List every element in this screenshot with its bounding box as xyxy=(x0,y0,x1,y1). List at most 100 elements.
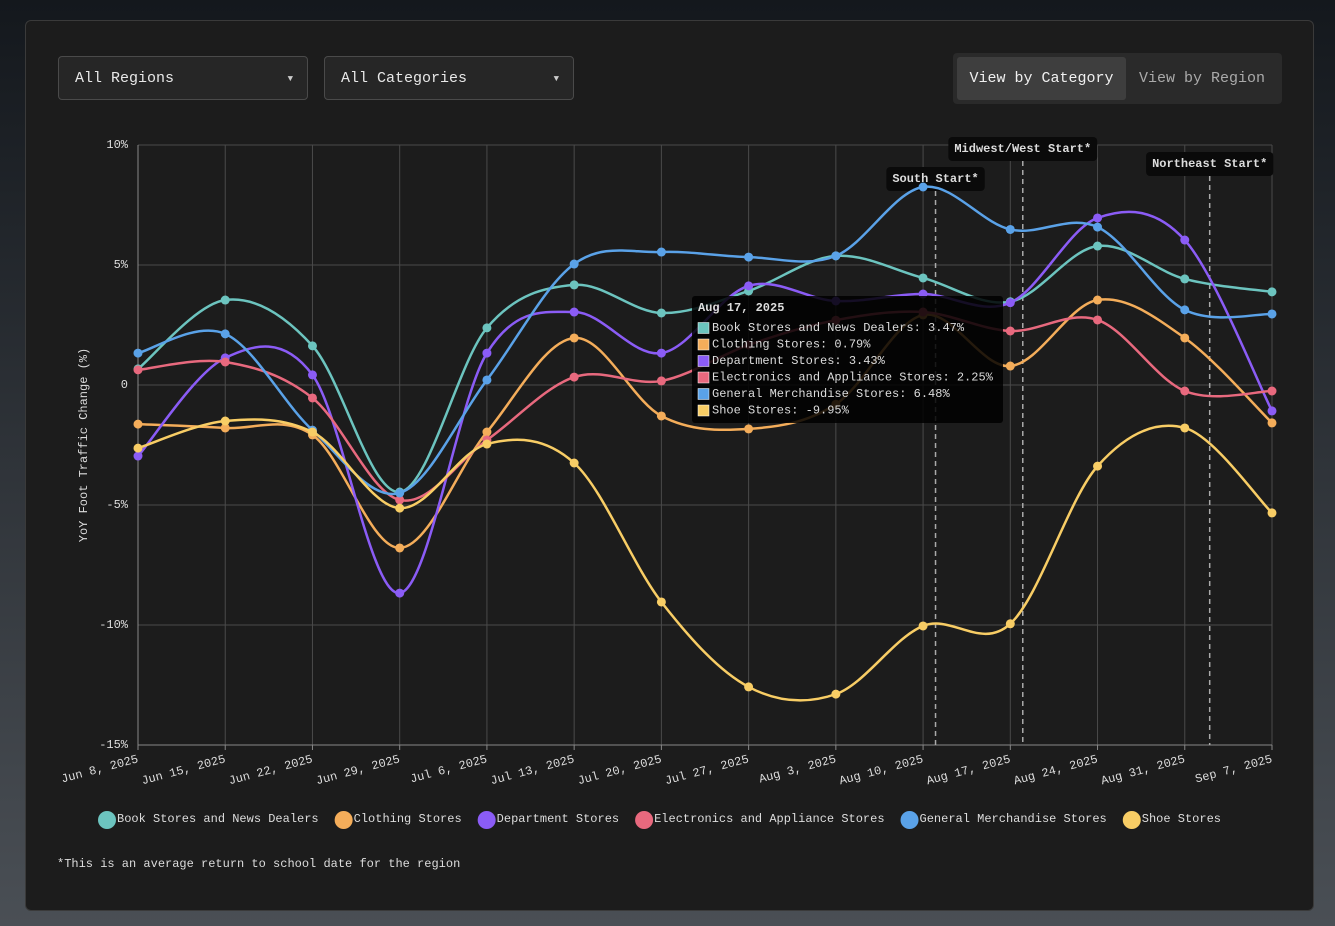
data-point xyxy=(744,252,754,262)
data-point xyxy=(1093,315,1103,325)
data-point xyxy=(1267,406,1277,416)
annotation-label: Northeast Start* xyxy=(1152,157,1267,171)
x-tick-label: Aug 3, 2025 xyxy=(758,752,838,786)
tooltip-row: Book Stores and News Dealers: 3.47% xyxy=(712,321,965,335)
y-tick-label: -5% xyxy=(106,498,128,512)
data-point xyxy=(1267,287,1277,297)
data-point xyxy=(482,427,492,437)
category-dropdown[interactable]: All Categories ▼ xyxy=(324,56,574,100)
annotation-label: South Start* xyxy=(892,172,978,186)
data-point xyxy=(307,341,317,351)
tooltip-swatch xyxy=(697,322,710,334)
data-point xyxy=(220,295,230,305)
y-tick-label: 10% xyxy=(106,138,128,152)
tooltip-swatch xyxy=(697,338,710,351)
data-point xyxy=(656,348,666,358)
data-point xyxy=(482,375,492,385)
y-tick-label: 5% xyxy=(114,258,129,272)
data-point xyxy=(395,495,405,505)
data-point xyxy=(220,357,230,367)
x-tick-label: Jun 15, 2025 xyxy=(140,752,227,788)
footnote: *This is an average return to school dat… xyxy=(57,857,460,871)
data-point xyxy=(220,423,230,433)
tooltip-row: Electronics and Appliance Stores: 2.25% xyxy=(712,371,994,385)
data-point xyxy=(1093,213,1103,223)
data-point xyxy=(1005,361,1015,371)
data-point xyxy=(307,393,317,403)
data-point xyxy=(831,689,841,699)
y-tick-label: -15% xyxy=(99,738,129,752)
tooltip-row: General Merchandise Stores: 6.48% xyxy=(712,387,950,401)
y-tick-label: 0 xyxy=(121,378,128,392)
data-point xyxy=(1093,222,1103,232)
data-point xyxy=(656,308,666,318)
data-point xyxy=(569,458,579,468)
tooltip-swatch xyxy=(697,404,710,417)
data-point xyxy=(1180,235,1190,245)
x-tick-label: Aug 17, 2025 xyxy=(925,752,1012,788)
data-point xyxy=(395,588,405,598)
legend-label: General Merchandise Stores xyxy=(920,812,1107,826)
annotation-label: Midwest/West Start* xyxy=(954,142,1091,156)
data-point xyxy=(307,370,317,380)
data-point xyxy=(1267,309,1277,319)
data-point xyxy=(307,427,317,437)
data-point xyxy=(482,348,492,358)
data-point xyxy=(133,443,143,453)
legend-swatch xyxy=(900,811,919,829)
data-point xyxy=(831,251,841,261)
data-point xyxy=(1267,418,1277,428)
data-point xyxy=(395,488,405,498)
view-button[interactable]: View by Region xyxy=(1138,70,1266,87)
tooltip-swatch xyxy=(697,388,710,400)
tooltip-swatch xyxy=(697,355,710,367)
y-axis-label: YoY Foot Traffic Change (%) xyxy=(77,348,91,542)
data-point xyxy=(395,543,405,553)
data-point xyxy=(569,259,579,269)
data-point xyxy=(1093,461,1103,471)
legend-label: Shoe Stores xyxy=(1142,812,1221,826)
data-point xyxy=(1093,295,1103,305)
data-point xyxy=(1005,326,1015,336)
data-point xyxy=(395,503,405,513)
data-point xyxy=(744,424,754,434)
data-point xyxy=(656,411,666,421)
data-point xyxy=(918,182,928,192)
x-tick-label: Jul 20, 2025 xyxy=(576,752,663,788)
x-tick-label: Jul 27, 2025 xyxy=(663,752,750,788)
x-tick-label: Jul 6, 2025 xyxy=(409,752,489,786)
tooltip-row: Clothing Stores: 0.79% xyxy=(712,338,871,352)
x-tick-label: Sep 7, 2025 xyxy=(1194,752,1274,786)
series-line xyxy=(137,298,1273,550)
legend-label: Electronics and Appliance Stores xyxy=(654,812,884,826)
annotation-box xyxy=(948,137,1098,161)
x-tick-label: Jun 29, 2025 xyxy=(314,752,401,788)
view-button[interactable]: View by Category xyxy=(957,57,1126,100)
data-point xyxy=(1267,386,1277,396)
data-point xyxy=(133,451,143,461)
dropdown-arrow: ▼ xyxy=(287,74,293,84)
series-line xyxy=(137,310,1273,502)
data-point xyxy=(133,348,143,358)
legend-swatch xyxy=(1122,811,1141,829)
tooltip: Aug 17, 2025 Book Stores and News Dealers… xyxy=(692,296,1003,423)
data-point xyxy=(482,439,492,449)
data-point xyxy=(133,365,143,375)
tooltip-row: Shoe Stores: -9.95% xyxy=(712,404,850,418)
series-line xyxy=(137,418,1273,702)
legend-swatch xyxy=(98,811,116,829)
legend-label: Clothing Stores xyxy=(354,812,462,826)
data-point xyxy=(1180,386,1190,396)
region-dropdown[interactable]: All Regions ▼ xyxy=(58,56,308,100)
data-point xyxy=(1005,298,1015,308)
x-tick-label: Jun 8, 2025 xyxy=(60,752,140,786)
data-point xyxy=(1180,333,1190,343)
legend-swatch xyxy=(477,811,496,829)
annotation: South Start* xyxy=(886,167,985,191)
data-point xyxy=(1005,224,1015,234)
data-point xyxy=(1005,619,1015,629)
data-point xyxy=(744,281,754,291)
data-point xyxy=(569,372,579,382)
data-point xyxy=(1267,508,1277,518)
